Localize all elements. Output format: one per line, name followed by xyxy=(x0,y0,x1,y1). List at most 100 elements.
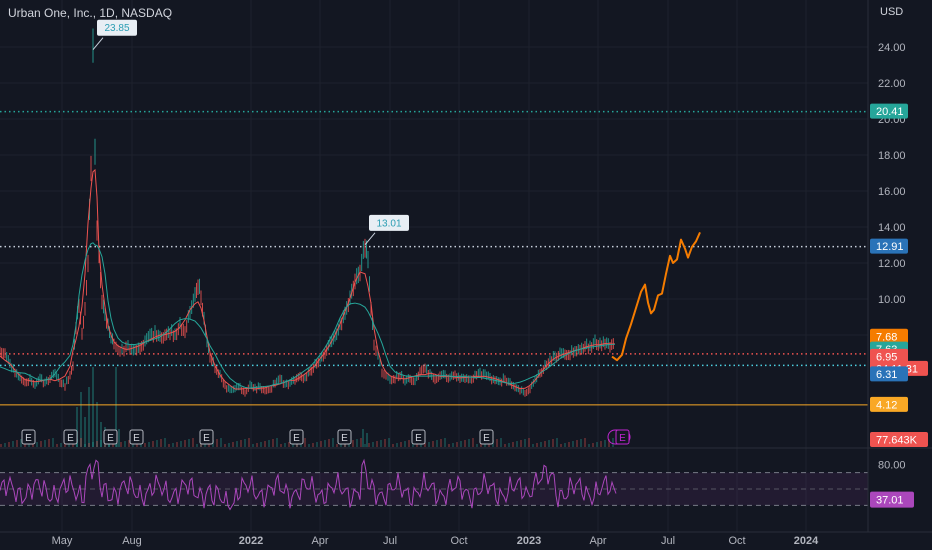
volume-bar xyxy=(240,440,242,447)
price-tag: 20.41 xyxy=(870,103,908,119)
volume-bar xyxy=(80,392,82,447)
time-tick-label: Aug xyxy=(122,535,142,547)
moving-average-slow xyxy=(0,242,616,389)
price-tag-label: 6.31 xyxy=(876,369,897,381)
volume-bar xyxy=(468,439,470,447)
price-tags: 20.4112.917.687.636.9504:11:316.314.1277… xyxy=(870,103,928,447)
time-tick-label: Jul xyxy=(661,535,675,547)
volume-bar xyxy=(404,441,406,447)
chart-grid xyxy=(0,0,868,532)
volume-bar xyxy=(472,438,474,447)
volume-bar xyxy=(284,443,286,447)
volume-bar xyxy=(580,439,582,447)
volume-bar xyxy=(118,429,120,447)
volume-bar xyxy=(115,367,117,447)
price-tick-label: 10.00 xyxy=(878,294,906,306)
volume-bar xyxy=(272,439,274,447)
volume-bar xyxy=(36,442,38,447)
volume-bar xyxy=(0,444,2,447)
volume-bar xyxy=(576,440,578,447)
price-tag-box xyxy=(870,348,908,364)
time-tick-label: Apr xyxy=(589,535,606,547)
volume-bar xyxy=(64,442,66,447)
volume-bar xyxy=(220,438,222,447)
price-tag: 6.95 xyxy=(870,348,908,364)
volume-bar xyxy=(532,444,534,447)
projection-line xyxy=(611,231,701,362)
volume-bar xyxy=(456,442,458,447)
volume-bar xyxy=(152,441,154,447)
earnings-marker: E xyxy=(337,429,352,445)
time-tick-label: Oct xyxy=(450,535,467,547)
volume-bar xyxy=(540,442,542,447)
callout: 13.01 xyxy=(364,214,409,246)
callout-box xyxy=(97,19,137,36)
volume-bar xyxy=(564,443,566,447)
earnings-marker: E xyxy=(21,429,36,445)
volume-bar xyxy=(92,442,94,447)
currency-label: USD xyxy=(880,6,903,18)
volume-bar xyxy=(516,441,518,447)
volume-bar xyxy=(56,444,58,447)
volume-bar xyxy=(596,442,598,447)
volume-bar xyxy=(548,440,550,447)
earnings-marker: E xyxy=(199,429,214,445)
volume-bar xyxy=(200,443,202,447)
volume-bar xyxy=(252,444,254,447)
volume-bar xyxy=(120,442,122,447)
volume-bar xyxy=(264,441,266,447)
volume-bar xyxy=(448,444,450,447)
volume-bar xyxy=(536,443,538,447)
price-axis[interactable]: 24.0022.0020.0018.0016.0014.0012.0010.00… xyxy=(867,0,906,532)
volume-bar xyxy=(92,367,94,447)
price-tag-label: 4.12 xyxy=(876,399,897,411)
volume-bar xyxy=(528,438,530,447)
earnings-marker-box xyxy=(63,429,78,445)
volume-bar xyxy=(100,440,102,447)
volume-bar xyxy=(568,442,570,447)
volume-bar xyxy=(96,441,98,447)
volume-bar xyxy=(424,443,426,447)
price-callouts: 23.85 13.01 xyxy=(92,19,409,246)
volume-bar xyxy=(460,441,462,447)
earnings-marker: E xyxy=(103,429,118,445)
volume-bar xyxy=(362,429,364,447)
volume-bar xyxy=(612,438,614,447)
price-tag: 4.12 xyxy=(870,396,908,412)
volume-bar xyxy=(332,438,334,447)
earnings-marker-box xyxy=(199,429,214,445)
volume-bar xyxy=(164,438,166,447)
moving-average-fast xyxy=(0,168,616,390)
volume-bar xyxy=(192,438,194,447)
time-axis[interactable]: May Aug 2022 Apr Jul Oct 2023 Apr Jul Oct 2024 xyxy=(0,531,932,547)
volume-bar xyxy=(376,441,378,447)
volume-bar xyxy=(172,443,174,447)
price-tag: 7.68 xyxy=(870,328,908,344)
volume-bar xyxy=(396,443,398,447)
volume-bar xyxy=(20,439,22,447)
volume-bar xyxy=(88,387,90,447)
volume-bar xyxy=(12,441,14,447)
volume-bar xyxy=(100,422,102,447)
volume-bar xyxy=(508,443,510,447)
volume-bar xyxy=(356,439,358,447)
earnings-marker-label: E xyxy=(133,433,140,444)
volume-bar xyxy=(312,443,314,447)
volume-bar xyxy=(352,440,354,447)
series-layer xyxy=(0,28,701,397)
earnings-marker: E xyxy=(411,429,426,445)
volume-bar xyxy=(560,444,562,447)
volume-bar xyxy=(552,439,554,447)
volume-bar xyxy=(324,440,326,447)
volume-bar xyxy=(544,441,546,447)
rsi-current-label: 37.01 xyxy=(876,495,904,507)
rsi-current-box xyxy=(870,491,914,508)
volume-bar xyxy=(28,444,30,447)
volume-bar xyxy=(588,444,590,447)
volume-tag: 77.643K xyxy=(870,432,928,447)
earnings-marker-label: E xyxy=(483,433,490,444)
volume-bar xyxy=(144,443,146,447)
rsi-pane: 80.00 37.01 xyxy=(0,447,932,511)
